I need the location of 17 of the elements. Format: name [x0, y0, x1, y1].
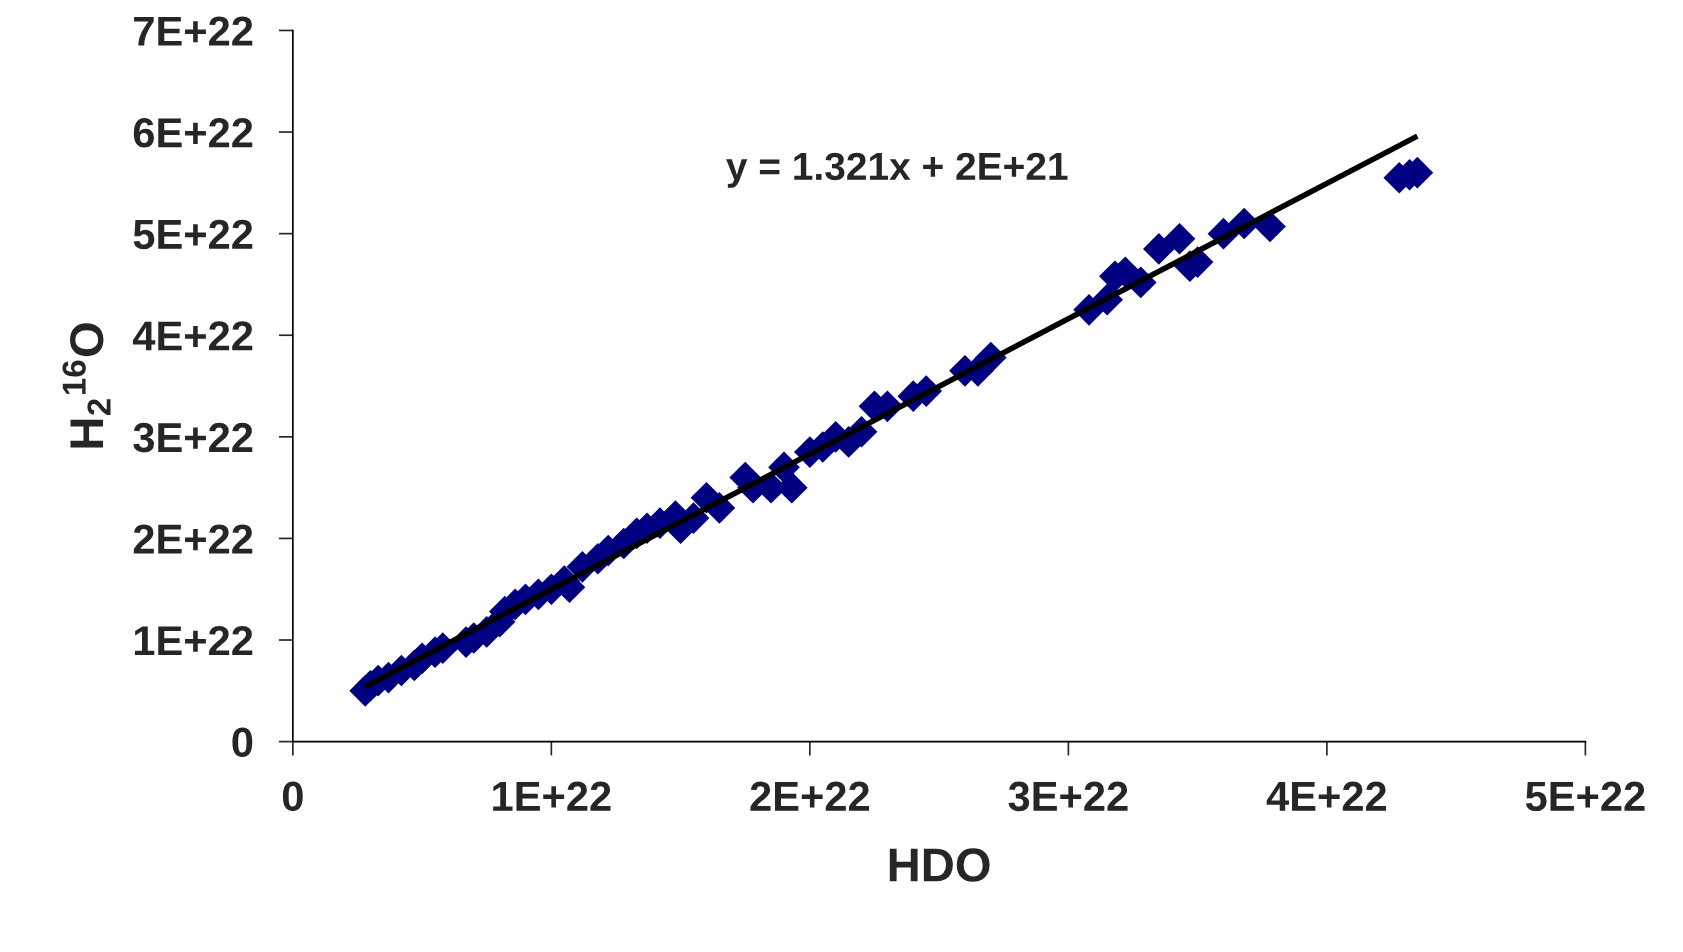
x-tick-label: 3E+22: [1008, 781, 1128, 812]
x-axis-title: HDO: [889, 848, 990, 882]
x-tick-label: 5E+22: [1525, 781, 1645, 812]
y-tick-label: 4E+22: [132, 321, 253, 351]
x-tick-label: 1E+22: [493, 781, 611, 811]
y-axis-title: H$_{2}$$^{16}$O: [62, 323, 111, 448]
y-tick-label: 0: [232, 727, 253, 758]
x-tick-label: 0: [282, 781, 303, 812]
y-tick-label: 1E+22: [134, 626, 253, 656]
x-tick-label: 4E+22: [1266, 781, 1387, 811]
y-tick-label: 2E+22: [133, 524, 253, 554]
x-tick-label: 2E+22: [750, 781, 870, 811]
y-tick-label: 3E+22: [133, 422, 253, 453]
y-tick-label: 7E+22: [134, 16, 253, 46]
y-tick-label: 6E+22: [133, 118, 253, 148]
y-tick-label: 5E+22: [133, 219, 253, 250]
annotation: y = 1.321x + 2E+21: [726, 152, 1068, 188]
